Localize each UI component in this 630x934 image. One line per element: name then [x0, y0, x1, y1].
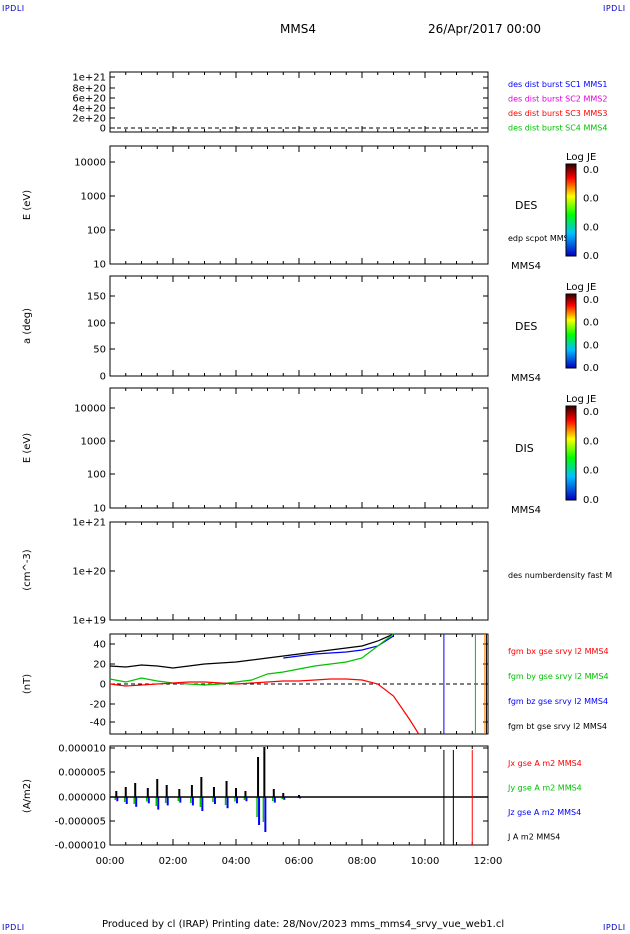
spacecraft-title: MMS4: [280, 22, 316, 36]
legend-entry: fgm bx gse srvy l2 MMS4: [508, 647, 609, 656]
date-title: 26/Apr/2017 00:00: [428, 22, 542, 36]
legend-entry: fgm by gse srvy l2 MMS4: [508, 672, 609, 681]
y-tick-label: 100: [87, 226, 106, 237]
x-tick-label: 02:00: [159, 856, 188, 867]
y-tick-label: 50: [93, 345, 106, 356]
legend-entry: fgm bz gse srvy l2 MMS4: [508, 697, 608, 706]
legend-entry: fgm bt gse srvy l2 MMS4: [508, 722, 607, 731]
spacecraft-label: MMS4: [511, 261, 541, 272]
corner-label-bottom-right: IPDLI: [603, 923, 626, 932]
y-tick-label: 10000: [74, 158, 106, 169]
y-tick-label: 40: [93, 640, 106, 651]
colorbar-tick-label: 0.0: [583, 318, 599, 329]
colorbar-title: Log JE: [566, 394, 596, 405]
y-axis-label: a (deg): [22, 308, 33, 344]
corner-label-top-left: IPDLI: [2, 4, 25, 13]
colorbar-tick-label: 0.0: [583, 194, 599, 205]
y-tick-label: 150: [87, 292, 106, 303]
y-tick-label: -0.000005: [55, 817, 106, 828]
colorbar-tick-label: 0.0: [583, 363, 599, 374]
y-tick-label: 10: [93, 260, 106, 271]
y-tick-label: 1e+21: [72, 518, 106, 529]
x-tick-label: 00:00: [96, 856, 125, 867]
colorbar-tick-label: 0.0: [583, 436, 599, 447]
y-tick-label: 10: [93, 504, 106, 515]
colorbar: [565, 293, 577, 369]
y-tick-label: 0.000000: [58, 793, 106, 804]
y-tick-label: 0.000010: [58, 744, 106, 755]
series-line: [109, 633, 394, 686]
y-axis-label: (cm^-3): [22, 549, 33, 590]
y-tick-label: 2e+20: [72, 114, 106, 125]
instrument-label: DES: [515, 320, 537, 333]
instrument-label: DES: [515, 199, 537, 212]
colorbar-tick-label: 0.0: [583, 295, 599, 306]
y-tick-label: 1e+20: [72, 567, 106, 578]
y-tick-label: -0.000010: [55, 841, 106, 852]
y-tick-label: 0.000005: [58, 768, 106, 779]
spacecraft-label: MMS4: [511, 505, 541, 516]
spacecraft-label: MMS4: [511, 373, 541, 384]
legend-entry: Jz gse A m2 MMS4: [507, 808, 581, 817]
colorbar-title: Log JE: [566, 152, 596, 163]
instrument-label: DIS: [515, 442, 534, 455]
panel-frame-3: [109, 275, 489, 377]
legend-entry: J A m2 MMS4: [507, 833, 560, 842]
secondary-label: edp scpot MMS4: [508, 234, 574, 243]
colorbar-tick-label: 0.0: [583, 495, 599, 506]
colorbar-tick-label: 0.0: [583, 251, 599, 262]
legend-entry: des dist burst SC4 MMS4: [508, 124, 607, 133]
corner-label-top-right: IPDLI: [603, 4, 626, 13]
y-tick-label: 6e+20: [72, 94, 106, 105]
y-axis-label: E (eV): [22, 190, 33, 220]
series-line: [109, 633, 394, 669]
x-tick-label: 06:00: [285, 856, 314, 867]
colorbar: [565, 405, 577, 501]
y-tick-label: 100: [87, 319, 106, 330]
panel-frame-2: [109, 145, 489, 265]
legend-entry: Jx gse A m2 MMS4: [507, 759, 582, 768]
panel-frame-4: [109, 387, 489, 509]
colorbar: [565, 163, 577, 257]
legend-entry: des dist burst SC2 MMS2: [508, 95, 607, 104]
legend-entry: des numberdensity fast M: [508, 571, 612, 580]
series-line: [109, 678, 420, 735]
y-tick-label: 0: [100, 372, 106, 383]
x-tick-label: 12:00: [474, 856, 503, 867]
y-tick-label: 1000: [81, 192, 106, 203]
legend-entry: des dist burst SC1 MMS1: [508, 80, 607, 89]
x-tick-label: 04:00: [222, 856, 251, 867]
colorbar-tick-label: 0.0: [583, 407, 599, 418]
colorbar-tick-label: 0.0: [583, 165, 599, 176]
y-tick-label: 1000: [81, 437, 106, 448]
legend-entry: Jy gse A m2 MMS4: [507, 784, 582, 793]
y-tick-label: 4e+20: [72, 104, 106, 115]
colorbar-tick-label: 0.0: [583, 340, 599, 351]
legend-entry: des dist burst SC3 MMS3: [508, 109, 607, 118]
y-tick-label: 20: [93, 660, 106, 671]
series-line: [283, 635, 394, 659]
y-axis-label: E (eV): [22, 433, 33, 463]
panel-frame-5: [109, 521, 489, 621]
x-tick-label: 08:00: [348, 856, 377, 867]
colorbar-tick-label: 0.0: [583, 222, 599, 233]
y-tick-label: 0: [100, 680, 106, 691]
y-tick-label: 1e+21: [72, 73, 106, 84]
y-axis-label: (nT): [22, 674, 33, 694]
y-tick-label: -40: [90, 718, 106, 729]
y-tick-label: 10000: [74, 404, 106, 415]
corner-label-bottom-left: IPDLI: [2, 923, 25, 932]
y-tick-label: 1e+19: [72, 616, 106, 627]
panel-frame-1: [109, 71, 489, 133]
y-axis-label: (A/m2): [22, 779, 33, 813]
colorbar-tick-label: 0.0: [583, 466, 599, 477]
y-tick-label: 8e+20: [72, 84, 106, 95]
colorbar-title: Log JE: [566, 282, 596, 293]
y-tick-label: -20: [90, 700, 106, 711]
x-tick-label: 10:00: [411, 856, 440, 867]
footer-credit: Produced by cl (IRAP) Printing date: 28/…: [102, 919, 505, 930]
y-tick-label: 100: [87, 470, 106, 481]
y-tick-label: 0: [100, 124, 106, 135]
